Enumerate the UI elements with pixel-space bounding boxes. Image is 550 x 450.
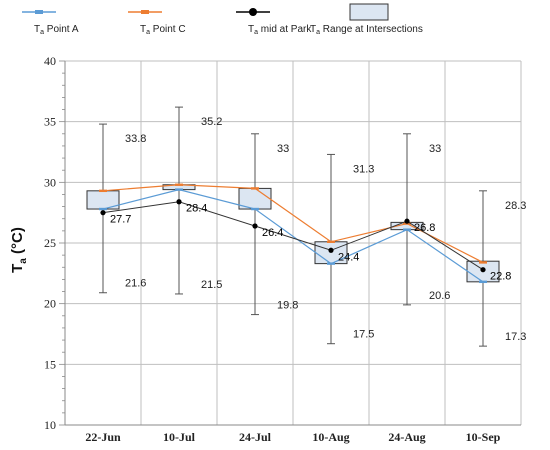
legend-marker [249,8,257,16]
lower-value-label: 21.6 [125,278,146,290]
legend-item: Ta Range at Intersections [310,3,423,36]
series-line-point-c [102,184,484,263]
mid-park-point [328,247,334,253]
axes: 10 15 20 25 30 35 40 22-Jun 10-Jul 24-Jul 10-Aug 24… [44,54,521,444]
upper-value-label: 28.3 [505,200,526,212]
mid-park-point [176,199,182,205]
legend-item: Ta Point A [22,10,79,36]
lower-value-label: 20.6 [429,290,450,302]
series-line-mid-at-park [102,201,484,271]
data-labels: 33.8 21.6 27.7 35.2 21.5 28.4 33 19.8 26.4 31.3 17… [110,116,526,343]
x-tick-label: 10-Sep [466,430,501,444]
series-lines [99,183,487,284]
lower-value-label: 17.5 [353,329,374,341]
point-marker [251,207,259,211]
y-tick-label: 25 [44,236,56,250]
x-tick-label: 10-Aug [312,430,349,444]
mid-park-point [480,267,486,273]
y-tick-label: 40 [44,54,56,68]
x-tick-label: 24-Aug [388,430,425,444]
x-tick-label: 22-Jun [85,430,121,444]
point-marker [479,280,487,284]
upper-value-label: 33.8 [125,133,146,145]
lower-value-label: 17.3 [505,331,526,343]
mid-park-point [404,218,410,224]
point-marker [99,207,107,211]
upper-value-label: 31.3 [353,163,374,175]
series-line-point-a [102,188,484,283]
y-tick-label: 15 [44,357,56,371]
mid-value-label: 22.8 [490,271,511,283]
point-marker [403,228,411,231]
point-marker [479,261,487,264]
y-axis-label: Ta (°C) [9,227,29,273]
y-tick-label: 20 [44,297,56,311]
x-tick-label: 10-Jul [163,430,196,444]
lower-value-label: 21.5 [201,279,222,291]
mid-value-label: 28.4 [186,203,207,215]
y-tick-label: 35 [44,115,56,129]
mid-value-label: 27.7 [110,214,131,226]
legend-label: Ta mid at Park [248,24,312,36]
upper-value-label: 35.2 [201,116,222,128]
mid-value-label: 26.4 [262,227,283,239]
point-marker [99,189,107,193]
legend-item: Ta mid at Park [236,8,312,36]
y-tick-label: 30 [44,175,56,189]
legend-item: Ta Point C [128,10,186,36]
point-marker [251,187,259,190]
mid-value-label: 24.4 [338,251,359,263]
legend-swatch [349,3,389,21]
lower-value-label: 19.8 [277,300,298,312]
point-marker [175,188,183,191]
x-tick-label: 24-Jul [239,430,272,444]
mid-park-point [252,223,258,229]
legend-marker [35,10,43,14]
upper-value-label: 33 [277,143,289,155]
upper-value-label: 33 [429,143,441,155]
legend-marker [141,10,149,14]
mid-value-label: 26.8 [414,222,435,234]
point-marker [175,183,183,186]
legend-label: Ta Point A [34,24,79,36]
y-tick-label: 10 [44,418,56,432]
grid [64,60,522,426]
legend-label: Ta Range at Intersections [310,24,423,36]
point-marker [327,262,335,265]
point-marker [327,240,335,243]
legend-label: Ta Point C [140,24,186,36]
mid-park-point [100,210,106,216]
